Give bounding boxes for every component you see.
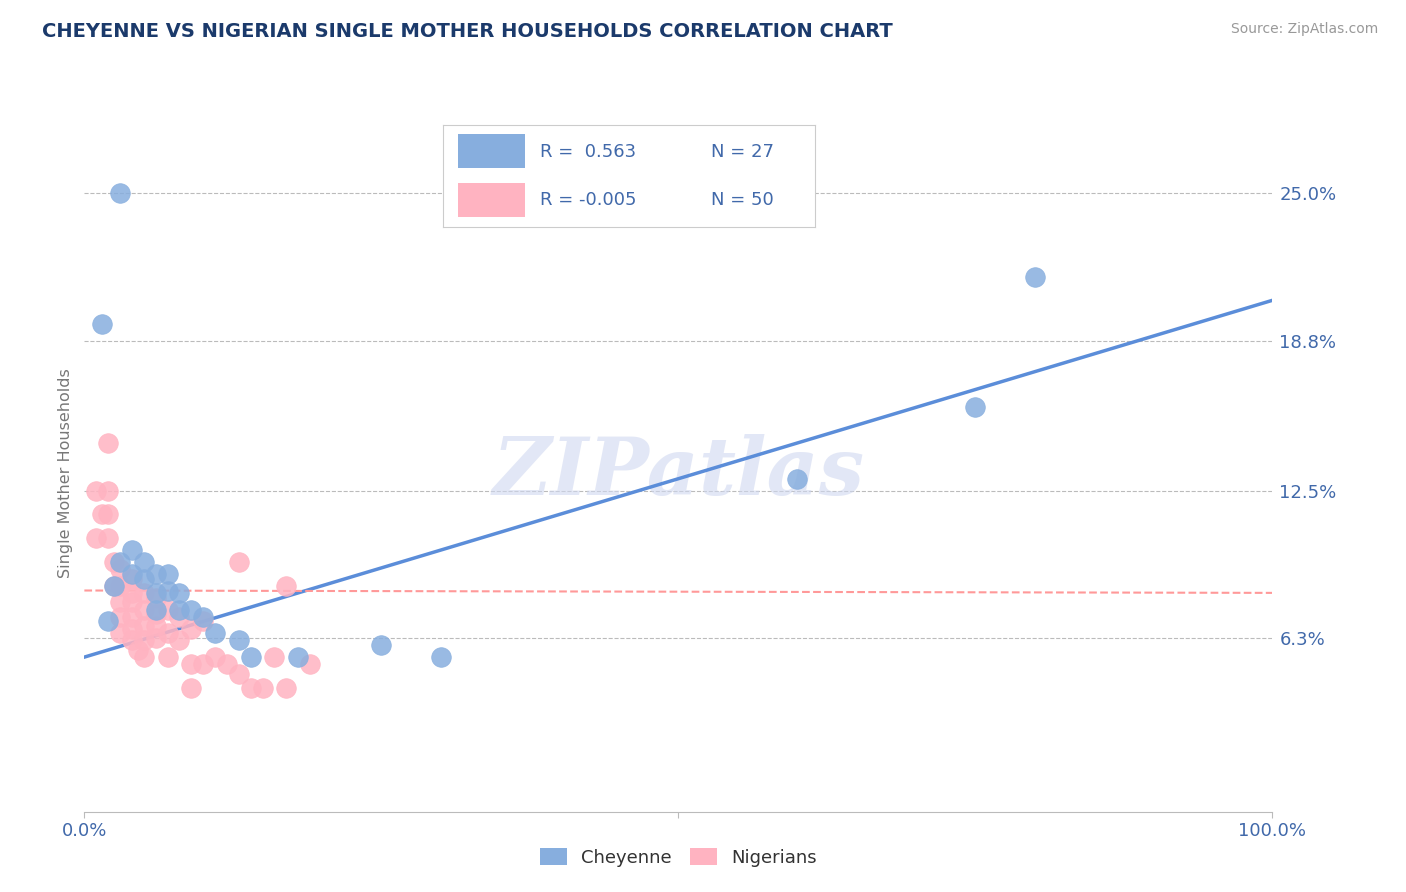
Point (132, 572, 155, 586)
Point (169, 633, 191, 648)
Point (145, 591, 167, 605)
Point (156, 650, 179, 665)
Point (287, 650, 309, 665)
Point (145, 607, 167, 622)
Point (370, 638, 392, 652)
Point (180, 622, 202, 636)
Point (180, 602, 202, 616)
Text: N = 50: N = 50 (711, 191, 773, 210)
Point (204, 626, 226, 640)
Text: CHEYENNE VS NIGERIAN SINGLE MOTHER HOUSEHOLDS CORRELATION CHART: CHEYENNE VS NIGERIAN SINGLE MOTHER HOUSE… (42, 22, 893, 41)
Point (156, 566, 179, 581)
Point (191, 609, 215, 624)
Text: N = 27: N = 27 (711, 143, 775, 161)
Point (91, 317, 114, 331)
Point (156, 602, 179, 616)
Point (965, 401, 987, 415)
Point (276, 579, 298, 593)
Point (132, 602, 155, 616)
Point (169, 602, 191, 616)
Bar (458, 134, 524, 168)
Point (1024, 269, 1046, 284)
Point (103, 555, 125, 569)
Point (180, 657, 202, 672)
Text: R =  0.563: R = 0.563 (540, 143, 636, 161)
Point (145, 619, 167, 633)
Point (108, 562, 131, 576)
Y-axis label: Single Mother Households: Single Mother Households (58, 368, 73, 578)
Point (103, 579, 125, 593)
Point (145, 586, 167, 600)
Point (84, 483, 107, 498)
Point (299, 657, 322, 672)
Point (263, 650, 285, 665)
Text: Source: ZipAtlas.com: Source: ZipAtlas.com (1230, 22, 1378, 37)
Point (108, 595, 131, 609)
Point (121, 543, 143, 558)
Point (108, 555, 131, 569)
Point (132, 619, 155, 633)
Point (108, 186, 131, 201)
Point (84, 531, 107, 545)
Bar (458, 184, 524, 218)
Point (97, 436, 120, 450)
Point (169, 586, 191, 600)
Point (121, 609, 143, 624)
Point (121, 622, 143, 636)
Point (108, 609, 131, 624)
Point (145, 566, 167, 581)
Text: ZIPatlas: ZIPatlas (492, 434, 865, 511)
Point (191, 657, 215, 672)
Point (132, 555, 155, 569)
Point (228, 633, 250, 648)
Legend: Cheyenne, Nigerians: Cheyenne, Nigerians (533, 841, 824, 874)
Point (108, 579, 131, 593)
Point (121, 633, 143, 648)
Point (191, 615, 215, 629)
Point (239, 681, 262, 695)
Point (215, 657, 238, 672)
Point (97, 531, 120, 545)
Point (228, 555, 250, 569)
Point (121, 566, 143, 581)
Point (276, 681, 298, 695)
Point (91, 508, 114, 522)
Point (132, 586, 155, 600)
Point (127, 643, 149, 657)
Text: R = -0.005: R = -0.005 (540, 191, 637, 210)
Point (169, 609, 191, 624)
Point (132, 650, 155, 665)
Point (108, 626, 131, 640)
Point (97, 483, 120, 498)
Point (239, 650, 262, 665)
Point (145, 631, 167, 645)
Point (430, 650, 453, 665)
Point (180, 681, 202, 695)
Point (786, 472, 808, 486)
Point (204, 650, 226, 665)
Point (156, 626, 179, 640)
Point (121, 586, 143, 600)
Point (97, 508, 120, 522)
Point (145, 602, 167, 616)
Point (121, 572, 143, 586)
Point (252, 681, 274, 695)
Point (228, 666, 250, 681)
Point (97, 615, 120, 629)
Point (132, 633, 155, 648)
Point (121, 595, 143, 609)
Point (103, 579, 125, 593)
Point (156, 583, 179, 598)
